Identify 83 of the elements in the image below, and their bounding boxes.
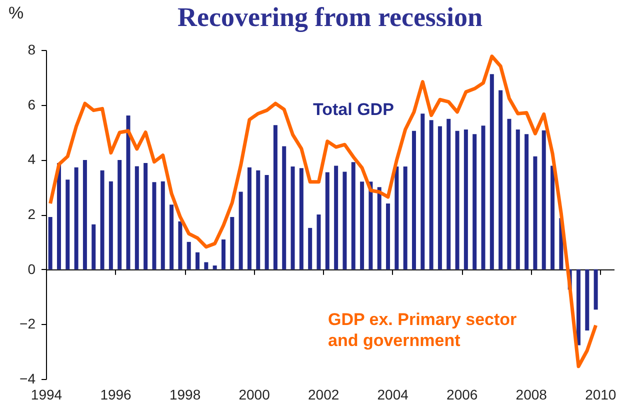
bar bbox=[273, 125, 278, 270]
bar bbox=[204, 262, 208, 270]
bar bbox=[351, 162, 356, 270]
bar bbox=[342, 172, 347, 270]
y-tick-label: −2 bbox=[20, 316, 36, 332]
y-tick-label: 0 bbox=[28, 260, 36, 277]
bar bbox=[308, 228, 312, 270]
bar bbox=[160, 181, 165, 270]
bar bbox=[550, 166, 555, 270]
bar bbox=[420, 114, 425, 270]
bar bbox=[594, 269, 598, 310]
bar bbox=[108, 181, 113, 270]
bar bbox=[377, 187, 382, 270]
bar bbox=[533, 156, 538, 270]
bar bbox=[170, 204, 174, 270]
bar bbox=[230, 216, 234, 270]
bar bbox=[325, 172, 330, 270]
bar bbox=[507, 118, 512, 270]
bar bbox=[282, 146, 286, 270]
bar bbox=[118, 160, 122, 270]
bar bbox=[368, 182, 373, 270]
bar bbox=[446, 118, 451, 270]
bar bbox=[316, 214, 321, 270]
bar bbox=[247, 167, 252, 270]
bar bbox=[524, 134, 529, 270]
bar bbox=[542, 130, 546, 270]
bar bbox=[264, 175, 269, 270]
x-tick-label: 2006 bbox=[446, 386, 478, 402]
bar bbox=[498, 90, 503, 270]
bar bbox=[212, 265, 217, 270]
bar bbox=[126, 116, 130, 270]
bar bbox=[56, 162, 61, 270]
bar bbox=[464, 130, 468, 270]
bar bbox=[360, 182, 364, 270]
bar bbox=[48, 216, 52, 270]
bar bbox=[516, 130, 520, 270]
y-tick-label: 8 bbox=[28, 42, 36, 58]
bar bbox=[403, 166, 408, 270]
bar bbox=[256, 170, 260, 270]
bar bbox=[134, 166, 139, 270]
bar bbox=[290, 166, 295, 270]
bar bbox=[66, 180, 70, 270]
bar bbox=[186, 242, 191, 270]
y-tick-label: 4 bbox=[28, 151, 36, 168]
bar bbox=[100, 170, 104, 270]
bar bbox=[585, 269, 590, 330]
y-tick-label: −4 bbox=[20, 370, 36, 386]
x-tick-label: 2002 bbox=[308, 386, 340, 402]
x-tick-label: 1994 bbox=[30, 386, 62, 402]
bar bbox=[412, 130, 416, 270]
bar bbox=[429, 120, 434, 270]
x-tick-label: 2008 bbox=[516, 386, 548, 402]
bar bbox=[178, 221, 182, 270]
y-tick-label: 6 bbox=[28, 96, 36, 112]
x-tick-label: 1998 bbox=[169, 386, 201, 402]
bar bbox=[299, 168, 304, 270]
bar bbox=[144, 162, 148, 270]
bar bbox=[472, 134, 477, 270]
bar bbox=[74, 167, 78, 270]
bar bbox=[576, 269, 580, 346]
x-tick-label: 2000 bbox=[238, 386, 270, 402]
bar bbox=[196, 252, 200, 270]
bar bbox=[82, 160, 87, 270]
bar bbox=[490, 74, 494, 270]
bar bbox=[238, 192, 243, 270]
bar bbox=[394, 166, 399, 270]
bar bbox=[92, 224, 96, 270]
y-tick-label: 2 bbox=[28, 206, 36, 222]
x-tick-label: 2010 bbox=[585, 386, 616, 402]
bar bbox=[334, 166, 338, 270]
bar bbox=[481, 126, 486, 270]
x-tick-label: 1996 bbox=[100, 386, 132, 402]
bar bbox=[222, 239, 226, 270]
bar bbox=[386, 204, 390, 270]
bar bbox=[455, 130, 460, 270]
x-tick-label: 2004 bbox=[377, 386, 409, 402]
bar bbox=[438, 126, 442, 270]
bar bbox=[152, 182, 156, 270]
y-axis-title: % bbox=[8, 4, 24, 22]
chart-title: Recovering from recession bbox=[178, 2, 482, 32]
series-label: Total GDP bbox=[313, 100, 394, 119]
line-series bbox=[48, 54, 598, 368]
text: GDP ex. Primary sector and government bbox=[328, 310, 518, 350]
